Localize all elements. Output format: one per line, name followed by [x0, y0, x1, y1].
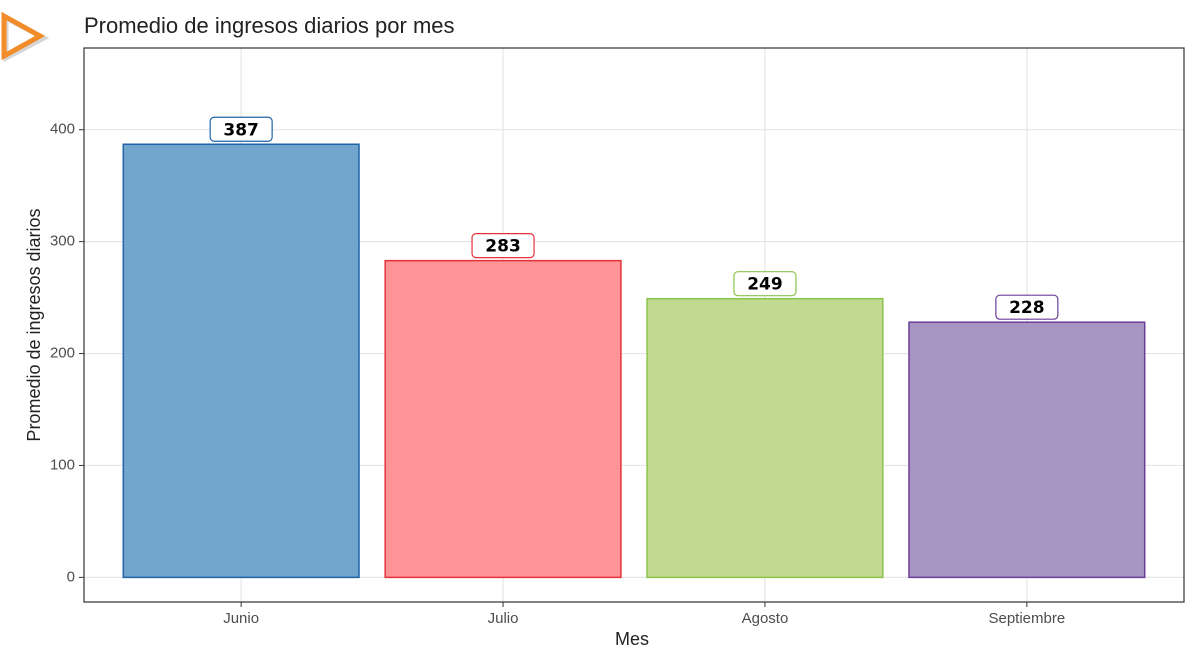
bar	[384, 259, 622, 579]
bar	[122, 143, 360, 579]
x-tick-label: Agosto	[742, 610, 789, 627]
value-label: 387	[223, 120, 259, 140]
logo	[1, 11, 50, 63]
y-tick-label: 400	[50, 121, 75, 138]
value-label-box	[733, 271, 797, 297]
y-tick-label: 100	[50, 456, 75, 473]
value-label: 283	[485, 237, 521, 257]
y-tick-label: 300	[50, 233, 75, 250]
x-tick-label: Septiembre	[988, 610, 1065, 627]
value-label-box	[209, 116, 273, 142]
plot-border	[83, 47, 1185, 603]
value-label: 249	[747, 275, 783, 295]
value-label: 228	[1009, 298, 1045, 318]
y-tick-label: 200	[50, 345, 75, 362]
bar	[646, 297, 884, 579]
bar	[908, 321, 1146, 579]
x-tick-label: Junio	[223, 610, 259, 627]
chart-title: Promedio de ingresos diarios por mes	[84, 13, 455, 38]
y-tick-label: 0	[67, 568, 75, 585]
value-label-box	[995, 294, 1059, 320]
value-label-box	[471, 233, 535, 259]
x-axis-title: Mes	[615, 629, 649, 649]
x-tick-label: Julio	[488, 610, 519, 627]
y-axis-title: Promedio de ingresos diarios	[24, 208, 44, 441]
